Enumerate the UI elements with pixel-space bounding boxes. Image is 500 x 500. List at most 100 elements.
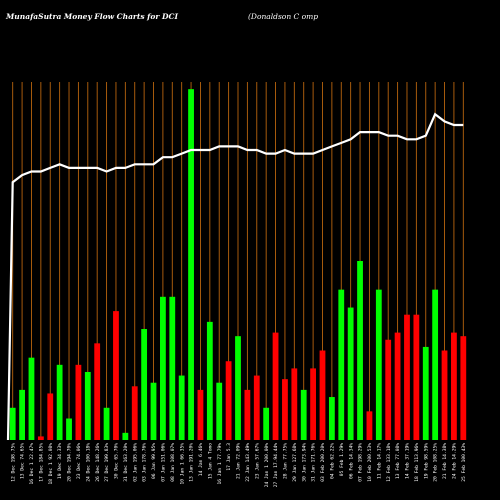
x-tick-label: 23 Dec 74.06%	[76, 443, 82, 479]
x-tick-label: 07 Feb 198.29%	[358, 443, 364, 482]
x-tick-label: 31 Dec 163.20%	[123, 443, 129, 482]
bar	[178, 375, 185, 440]
bar	[66, 418, 72, 440]
bar	[94, 343, 101, 440]
bar	[47, 393, 54, 440]
bar	[338, 289, 345, 440]
bar	[441, 350, 448, 440]
x-tick-label: 12 Dec 198.75%	[10, 443, 16, 482]
x-tick-label: 28 Jan 77.75%	[283, 443, 289, 479]
x-tick-label: 10 Feb 200.53%	[367, 443, 373, 482]
x-tick-label: 07 Jan 151.06%	[160, 443, 166, 482]
x-tick-label: 03 Jan 178.76%	[142, 443, 148, 482]
bar	[28, 357, 35, 440]
x-tick-label: 17 Dec 184.85%	[38, 443, 44, 482]
bar	[225, 361, 232, 440]
bar	[141, 329, 148, 440]
bar	[197, 389, 204, 440]
bar	[385, 339, 392, 440]
x-tick-label: 21 Jan 72.09%	[236, 443, 242, 479]
company-name: (Donaldson C omp	[248, 12, 319, 21]
bar	[310, 368, 317, 440]
bar	[206, 321, 213, 440]
bar	[282, 379, 288, 440]
x-tick-label: 27 Jan 17.94.44%	[273, 443, 279, 487]
x-tick-label: 30 Dec 65.70%	[114, 443, 120, 479]
x-tick-label: 17 Jan 5.3	[226, 443, 232, 471]
bar	[113, 311, 119, 440]
bar	[366, 411, 373, 440]
x-tick-label: 20 Dec 194.70%	[67, 443, 73, 482]
bar	[413, 314, 420, 440]
x-tick-label: 14 Jan 6.46%	[198, 443, 204, 476]
trend-line	[6, 112, 464, 441]
bar	[131, 386, 138, 440]
x-tick-label: 10 Jan 1 66.35%	[179, 443, 185, 485]
bar	[451, 332, 457, 440]
x-tick-label: 12 Feb 133.18%	[386, 443, 392, 482]
bar	[422, 346, 429, 440]
x-tick-label: 21 Feb 14.38%	[442, 443, 448, 479]
x-tick-label: 13 Jan 191.20%	[189, 443, 195, 482]
x-tick-label: 16 Jan 1 77.79%	[217, 443, 223, 485]
x-tick-label: 24 Jan 1 200.00%	[264, 443, 270, 487]
bar	[122, 432, 129, 440]
x-tick-label: 19 Dec 34.33%	[57, 443, 63, 479]
bar	[103, 407, 110, 440]
bar	[216, 382, 223, 440]
bar	[19, 389, 25, 440]
x-tick-label: 03 Feb 200.20%	[320, 443, 326, 482]
x-tick-label: 08 Jan 108.07%	[170, 443, 176, 482]
x-tick-label: 20 Feb 108.25%	[433, 443, 439, 482]
x-tick-label: 16 Dec 1 22.47%	[29, 443, 35, 485]
bar	[84, 371, 91, 440]
bar	[357, 261, 363, 440]
x-tick-label: 24 Feb 14.29%	[452, 443, 458, 479]
bar	[188, 89, 194, 440]
bar	[319, 350, 326, 440]
bar	[235, 336, 241, 440]
x-tick-label: 13 Feb 77.08%	[395, 443, 401, 479]
x-tick-label: 19 Feb 98.59%	[423, 443, 429, 479]
x-tick-label: 06 Jan 99.95%	[151, 443, 157, 479]
x-axis-labels: 12 Dec 198.75% 13 Dec 74.65% 16 Dec 1 22.4…	[10, 443, 467, 487]
bar	[263, 407, 270, 440]
x-tick-label: 18 Dec 1 92.08%	[48, 443, 54, 485]
bar	[432, 289, 439, 440]
bar	[75, 364, 82, 440]
x-tick-label: 30 Jan 173.94%	[301, 443, 307, 482]
x-tick-label: 22 Jan 143.49%	[245, 443, 251, 482]
bars	[9, 89, 467, 440]
x-tick-label: 02 Jan 195.06%	[132, 443, 138, 482]
x-tick-label: 04 Feb 62.22%	[329, 443, 335, 479]
x-tick-label: 23 Jan 57.67%	[254, 443, 260, 479]
bar	[150, 382, 157, 440]
bar	[300, 389, 307, 440]
bar	[9, 407, 16, 440]
x-tick-label: 27 Dec 199.83%	[104, 443, 110, 482]
x-tick-label: 26 Dec 148.26%	[95, 443, 101, 482]
x-tick-label: 31 Jan 171.76%	[311, 443, 317, 482]
bar	[272, 332, 279, 440]
bar	[169, 296, 176, 440]
bar	[404, 314, 410, 440]
bar	[375, 289, 382, 440]
x-tick-label: 06 Feb 14.34%	[348, 443, 354, 479]
x-tick-label: 11 Feb 14.17%	[376, 443, 382, 479]
bar	[56, 364, 63, 440]
chart-title: MunafaSutra Money Flow Charts for DCI	[6, 12, 178, 21]
x-tick-label: 13 Dec 74.65%	[20, 443, 26, 479]
bar	[291, 368, 298, 440]
x-tick-label: 24 Dec 100.18%	[85, 443, 91, 482]
bar	[159, 296, 166, 440]
bar	[328, 397, 335, 440]
x-tick-label: 29 Jan 127.68%	[292, 443, 298, 482]
x-tick-label: 05 Feb 1.29%	[339, 443, 345, 476]
bar	[253, 375, 260, 440]
x-tick-label: 25 Feb 100.43%	[461, 443, 467, 482]
bar	[460, 336, 467, 440]
bar	[347, 307, 354, 440]
x-tick-label: 14 Feb 37.19%	[405, 443, 411, 479]
bar	[244, 389, 251, 440]
